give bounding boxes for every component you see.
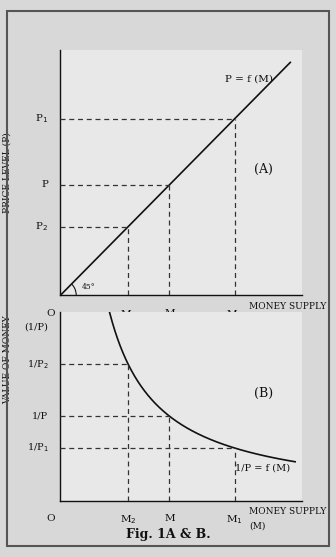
Text: P$_1$: P$_1$ [35, 113, 48, 125]
Text: 1/P$_2$: 1/P$_2$ [27, 358, 48, 371]
Text: O: O [46, 514, 55, 522]
Text: MONEY SUPPLY: MONEY SUPPLY [249, 507, 327, 516]
Text: M: M [164, 309, 175, 317]
Text: 1/P = f (M): 1/P = f (M) [235, 464, 290, 473]
Text: 1/P: 1/P [32, 412, 48, 421]
Text: 45°: 45° [82, 283, 96, 291]
Text: MONEY SUPPLY: MONEY SUPPLY [249, 302, 327, 311]
Text: Fig. 1A & B.: Fig. 1A & B. [126, 527, 210, 540]
Text: (M): (M) [249, 521, 265, 530]
Text: M$_2$: M$_2$ [120, 514, 136, 526]
Text: (A): (A) [254, 163, 273, 175]
Text: P$_2$: P$_2$ [36, 220, 48, 233]
Text: M: M [164, 514, 175, 522]
Text: VALUE OF MONEY: VALUE OF MONEY [3, 315, 12, 404]
Text: (B): (B) [254, 387, 273, 400]
Text: O: O [46, 309, 55, 317]
Text: (1/P): (1/P) [25, 323, 48, 331]
Text: P = f (M): P = f (M) [225, 75, 273, 84]
Text: M$_2$: M$_2$ [120, 309, 136, 321]
Text: P: P [42, 180, 48, 189]
Text: PRICE LEVEL (P): PRICE LEVEL (P) [3, 133, 12, 213]
Text: (M): (M) [249, 320, 265, 329]
Text: 1/P$_1$: 1/P$_1$ [27, 442, 48, 455]
Text: M$_1$: M$_1$ [226, 514, 243, 526]
Text: M$_1$: M$_1$ [226, 309, 243, 321]
